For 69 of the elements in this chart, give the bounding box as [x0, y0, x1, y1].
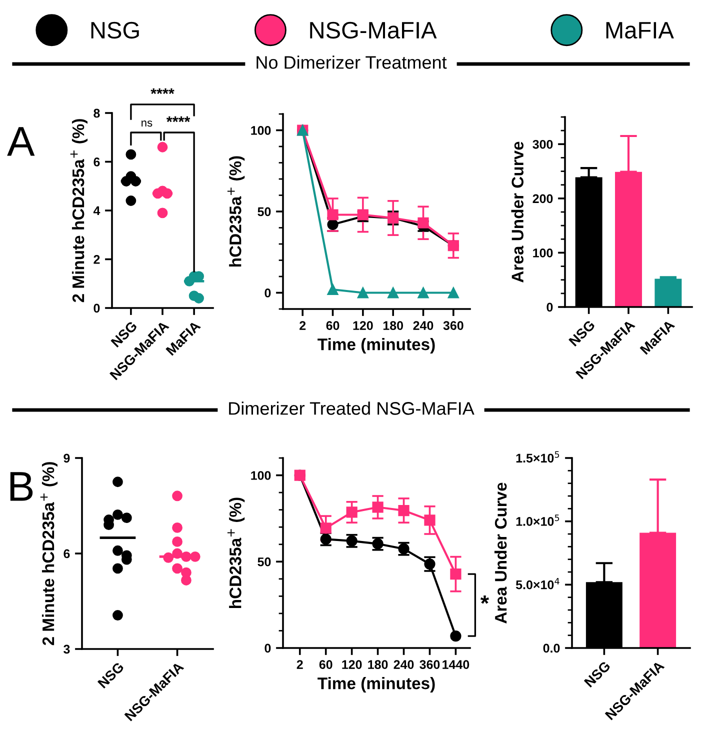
x-tick-label: 240: [413, 321, 434, 330]
text: B: [10, 472, 33, 501]
y-tick-label: 0: [264, 288, 271, 298]
y-axis-title: Area Under Curve: [494, 482, 507, 624]
y-tick-label: 0: [546, 302, 553, 312]
point: [398, 504, 410, 516]
y-axis-title: 2 Minute hCD235a$^{+}$ (%): [70, 119, 88, 302]
x-tick-label: 60: [319, 660, 332, 669]
y-tick-label: 6: [94, 158, 100, 166]
point: [424, 514, 436, 526]
x-tick-label: 120: [342, 660, 362, 669]
y-tick-label: 100: [533, 248, 553, 258]
y-tick-label: 100: [251, 126, 271, 135]
legend-label: MaFIA: [606, 22, 674, 39]
x-tick-label: 1440: [442, 660, 470, 669]
y-tick-label: 50: [258, 557, 271, 566]
point: [424, 558, 436, 570]
y-tick-label: 200: [532, 194, 553, 204]
point: [448, 287, 459, 298]
y-axis-title: hCD235a$^{+}$ (%): [227, 156, 245, 267]
y-tick-label: 0: [94, 304, 100, 313]
text: A: [7, 127, 35, 156]
text: ****: [150, 88, 174, 94]
x-tick-label: 120: [353, 321, 373, 330]
y-tick-label: 6: [64, 549, 70, 558]
y-tick-label: 300: [532, 140, 553, 149]
bar: [654, 278, 682, 307]
annotation: ****: [166, 116, 190, 122]
y-tick-label: 1.0×10$^{5}$: [516, 514, 560, 526]
point: [327, 209, 338, 220]
x-tick-label: 60: [326, 321, 340, 330]
x-tick-label: 180: [383, 321, 404, 330]
annotation: ns: [142, 120, 152, 127]
x-tick-label: 240: [394, 660, 414, 669]
point: [346, 506, 358, 518]
x-axis-title: Time (minutes): [318, 338, 435, 354]
x-tick-label: 2: [296, 660, 303, 669]
y-tick-label: 4: [93, 206, 100, 216]
y-tick-label: 0.0: [543, 644, 560, 653]
point: [418, 287, 429, 298]
chart-title: No Dimerizer Treatment: [256, 56, 447, 69]
y-axis-title: 2 Minute hCD235a$^{+}$ (%): [40, 462, 58, 646]
y-tick-label: 9: [64, 454, 70, 463]
chart-title: Dimerizer Treated NSG-MaFIA: [229, 402, 474, 415]
x-tick-label: 180: [368, 660, 388, 669]
point: [320, 522, 332, 534]
legend-label: NSG: [91, 22, 139, 39]
point: [372, 502, 384, 513]
point: [388, 287, 399, 298]
point: [450, 630, 462, 642]
y-tick-label: 0: [264, 644, 271, 653]
x-axis-title: Time (minutes): [318, 677, 435, 693]
y-tick-label: 50: [258, 207, 271, 216]
y-tick-label: 100: [251, 471, 271, 480]
point: [357, 287, 368, 298]
x-tick-label: 360: [443, 321, 464, 330]
y-tick-label: 3: [64, 644, 70, 654]
legend-label: NSG-MaFIA: [310, 22, 437, 39]
y-axis-title: Area Under Curve: [511, 142, 524, 282]
point: [450, 568, 462, 580]
x-tick-label: 360: [420, 660, 440, 670]
x-tick-label: 2: [300, 321, 306, 330]
point: [327, 284, 338, 296]
text: *: [480, 596, 490, 604]
y-tick-label: 2: [94, 255, 100, 264]
y-axis-title: hCD235a$^{+}$ (%): [227, 498, 245, 608]
y-tick-label: 1.5×10$^{5}$: [516, 451, 560, 463]
y-tick-label: 8: [94, 108, 100, 118]
y-tick-label: 5.0×10$^{4}$: [516, 578, 560, 590]
